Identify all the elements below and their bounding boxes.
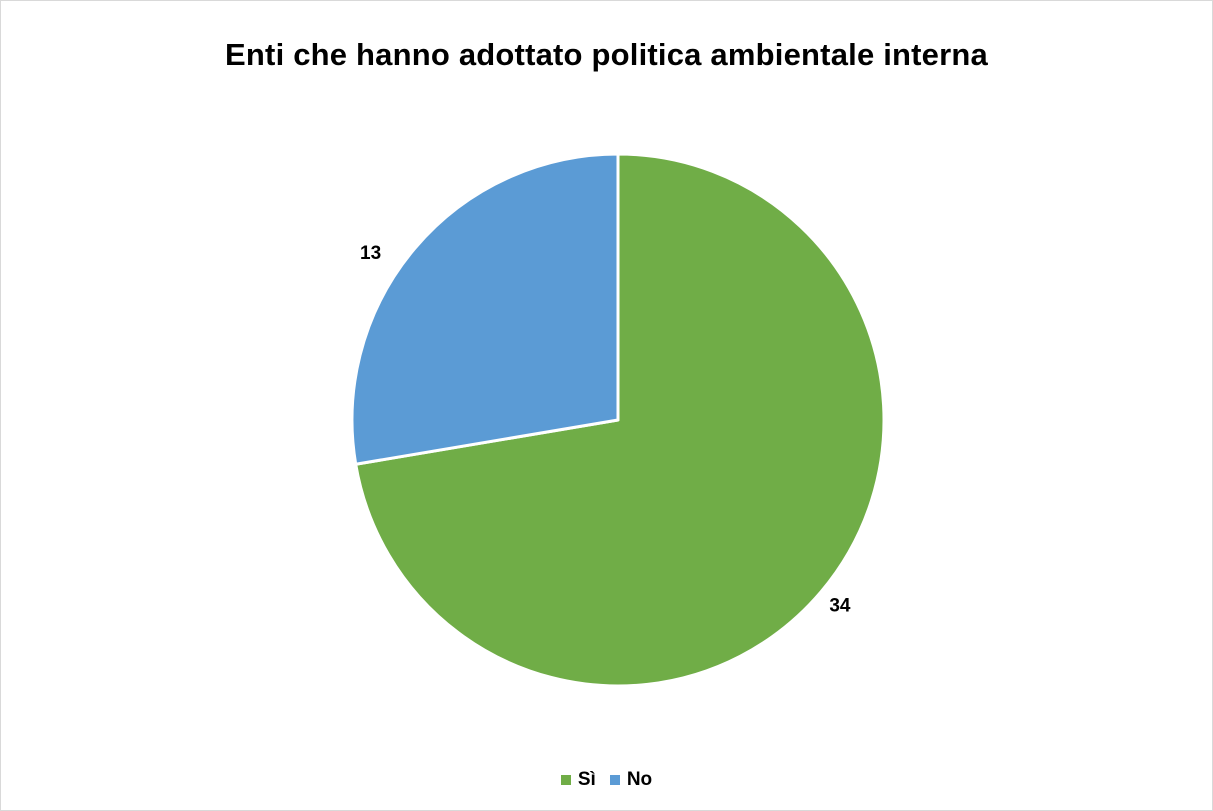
legend-label-si: Sì [577, 769, 596, 790]
data-label-si: 34 [829, 596, 851, 617]
pie-chart: 34 13 [350, 152, 886, 688]
pie-slice-si [354, 152, 886, 688]
legend-item-no: No [609, 769, 653, 791]
data-label-no: 13 [360, 243, 381, 264]
legend: Sì No [1, 769, 1212, 791]
pie-slice-no [350, 152, 620, 466]
legend-swatch-si [560, 775, 571, 785]
chart-title: Enti che hanno adottato politica ambient… [225, 37, 988, 72]
legend-swatch-no [609, 775, 620, 785]
legend-label-no: No [626, 769, 653, 790]
legend-item-si: Sì [560, 769, 596, 791]
